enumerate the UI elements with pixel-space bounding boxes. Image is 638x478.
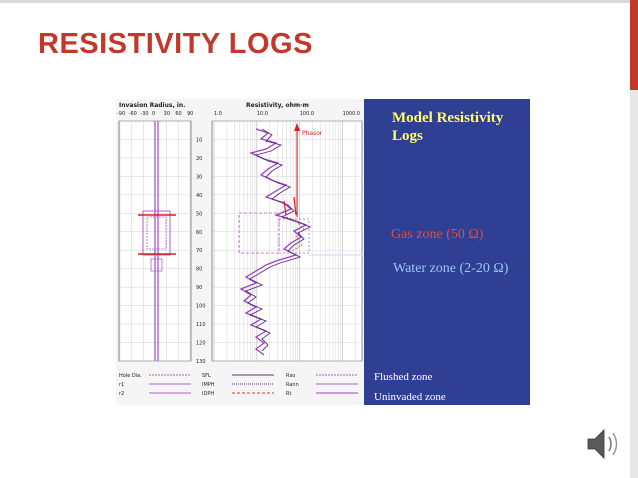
flushed-zone-label: Flushed zone bbox=[374, 371, 433, 383]
left-tick-label: -30 bbox=[140, 111, 148, 117]
invasion-profile-water bbox=[150, 258, 163, 272]
phasor-arrowhead bbox=[294, 123, 300, 131]
legend-label: SFL bbox=[202, 373, 211, 379]
invasion-profile-gas-inner bbox=[146, 216, 167, 250]
depth-label: 60 bbox=[196, 230, 202, 236]
depth-label: 30 bbox=[196, 174, 202, 180]
legend-label: Rann bbox=[286, 382, 299, 388]
speaker-icon[interactable] bbox=[585, 425, 625, 468]
top-rule bbox=[0, 0, 638, 3]
right-tick-label: 1000.0 bbox=[343, 111, 361, 117]
depth-label: 10 bbox=[196, 137, 202, 143]
invasion-profile-gas bbox=[142, 210, 171, 256]
right-tick-label: 100.0 bbox=[300, 111, 314, 117]
left-tick-label: -90 bbox=[117, 111, 125, 117]
figure-heading-line1: Model Resistivity bbox=[392, 110, 504, 126]
depth-label: 120 bbox=[196, 341, 206, 347]
depth-label: 90 bbox=[196, 285, 202, 291]
figure-heading-line2: Logs bbox=[392, 128, 423, 144]
red-tick-1 bbox=[283, 200, 287, 216]
figure-heading: Model Resistivity Logs bbox=[392, 109, 528, 145]
phasor-label: Phasor bbox=[302, 130, 323, 137]
left-tick-label: 60 bbox=[175, 111, 181, 117]
water-zone-label: Water zone (2-20 Ω) bbox=[393, 261, 509, 276]
legend-label: Rxo bbox=[286, 373, 295, 379]
depth-label: 110 bbox=[196, 322, 206, 328]
resistivity-trace-rxo bbox=[244, 128, 312, 352]
depth-label: 20 bbox=[196, 156, 202, 162]
right-tick-label: 10.0 bbox=[257, 111, 268, 117]
left-tick-label: 30 bbox=[164, 111, 170, 117]
log-panel: Invasion Radius, in. -90 -60 -30 0 30 60 90 10… bbox=[116, 99, 364, 405]
right-tick-label: 1.0 bbox=[214, 111, 222, 117]
left-track-title: Invasion Radius, in. bbox=[119, 102, 185, 109]
resistivity-log-chart: Invasion Radius, in. -90 -60 -30 0 30 60 90 10… bbox=[117, 102, 364, 397]
legend-label: Hole Dia. bbox=[119, 373, 142, 379]
legend-label: IDPH bbox=[202, 391, 214, 397]
uninvaded-zone-label: Uninvaded zone bbox=[374, 391, 446, 403]
red-tick-2 bbox=[293, 196, 297, 216]
legend-label: r2 bbox=[119, 391, 124, 397]
depth-label: 100 bbox=[196, 304, 206, 310]
model-resistivity-figure: Invasion Radius, in. -90 -60 -30 0 30 60 90 10… bbox=[116, 99, 530, 405]
legend-label: IMPH bbox=[202, 382, 215, 388]
left-tick-label: -60 bbox=[129, 111, 137, 117]
depth-label: 80 bbox=[196, 267, 202, 273]
side-band bbox=[630, 90, 638, 478]
left-tick-label: 90 bbox=[187, 111, 193, 117]
legend-label: r1 bbox=[119, 382, 124, 388]
left-tick-label: 0 bbox=[152, 111, 155, 117]
accent-band bbox=[630, 0, 638, 90]
depth-label: 40 bbox=[196, 193, 202, 199]
legend-label: Rt bbox=[286, 391, 291, 397]
slide-title: RESISTIVITY LOGS bbox=[38, 28, 313, 60]
right-track-title: Resistivity, ohm-m bbox=[246, 102, 309, 109]
resistivity-trace-idph bbox=[285, 216, 305, 252]
depth-label: 70 bbox=[196, 248, 202, 254]
depth-label: 130 bbox=[196, 359, 206, 365]
gas-zone-label: Gas zone (50 Ω) bbox=[391, 227, 484, 242]
depth-label: 50 bbox=[196, 211, 202, 217]
